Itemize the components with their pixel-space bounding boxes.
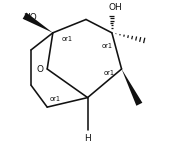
Text: H: H bbox=[84, 134, 91, 143]
Text: or1: or1 bbox=[104, 70, 115, 76]
Polygon shape bbox=[122, 69, 142, 106]
Text: O: O bbox=[36, 65, 43, 73]
Text: or1: or1 bbox=[62, 35, 73, 41]
Text: or1: or1 bbox=[101, 43, 112, 49]
Text: or1: or1 bbox=[50, 97, 61, 102]
Text: HO: HO bbox=[23, 13, 37, 22]
Text: OH: OH bbox=[108, 3, 122, 12]
Polygon shape bbox=[23, 13, 53, 33]
